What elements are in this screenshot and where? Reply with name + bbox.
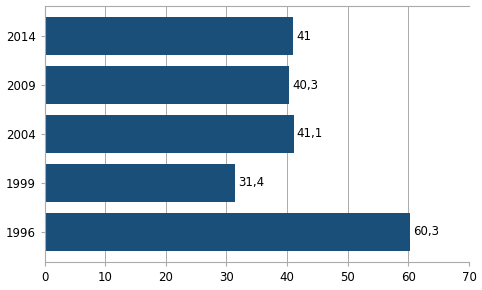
Bar (44, 213, 410, 251)
Text: 41,1: 41,1 (297, 128, 323, 140)
Text: 40,3: 40,3 (292, 79, 318, 92)
Bar (44, 115, 294, 153)
Text: 60,3: 60,3 (413, 225, 439, 238)
Bar (44, 17, 293, 55)
Text: 31,4: 31,4 (238, 176, 264, 189)
Text: 41: 41 (296, 30, 311, 43)
Bar (44, 66, 289, 104)
Bar (44, 164, 235, 202)
